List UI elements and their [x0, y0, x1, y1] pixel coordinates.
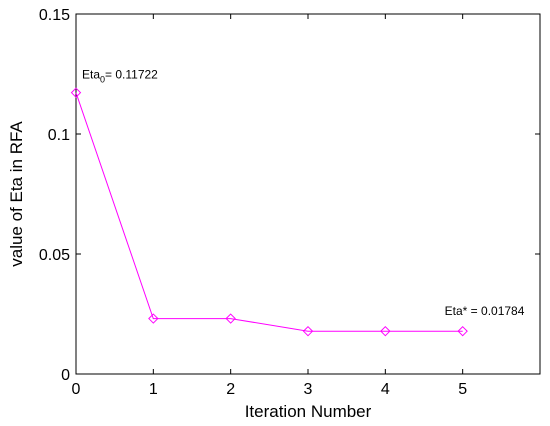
data-point-0	[70, 87, 82, 98]
y-axis-title: value of Eta in RFA	[7, 121, 26, 267]
x-tick-label: 1	[149, 381, 158, 398]
annotation-final-eta: Eta* = 0.01784	[445, 304, 525, 318]
annotation-value: = 0.11722	[105, 68, 158, 82]
y-tick-label: 0.1	[48, 127, 70, 144]
x-tick-label: 4	[381, 381, 390, 398]
data-point-4	[380, 325, 391, 337]
data-point-5	[457, 325, 468, 337]
annotation-base: Eta	[82, 68, 100, 82]
series-line	[75, 92, 463, 332]
data-point-1	[148, 313, 159, 324]
data-point-2	[225, 313, 236, 324]
x-tick-label: 2	[226, 381, 235, 398]
ticks-layer: 0 1 2 3 4 5 0 0.05 0.1 0.15	[39, 7, 540, 398]
annotation-initial-eta: Eta0= 0.11722	[82, 68, 158, 85]
x-axis-title: Iteration Number	[245, 402, 372, 421]
y-tick-label: 0.05	[39, 247, 70, 264]
data-point-3	[302, 325, 314, 337]
series-layer	[70, 87, 468, 337]
annotation-layer: Eta0= 0.11722 Eta* = 0.01784	[82, 68, 525, 319]
x-tick-label: 3	[304, 381, 313, 398]
x-tick-label: 5	[458, 381, 467, 398]
x-tick-label: 0	[72, 381, 81, 398]
y-tick-label: 0.15	[39, 7, 70, 24]
annotation-subscript: 0	[100, 75, 105, 85]
y-tick-label: 0	[61, 367, 70, 384]
